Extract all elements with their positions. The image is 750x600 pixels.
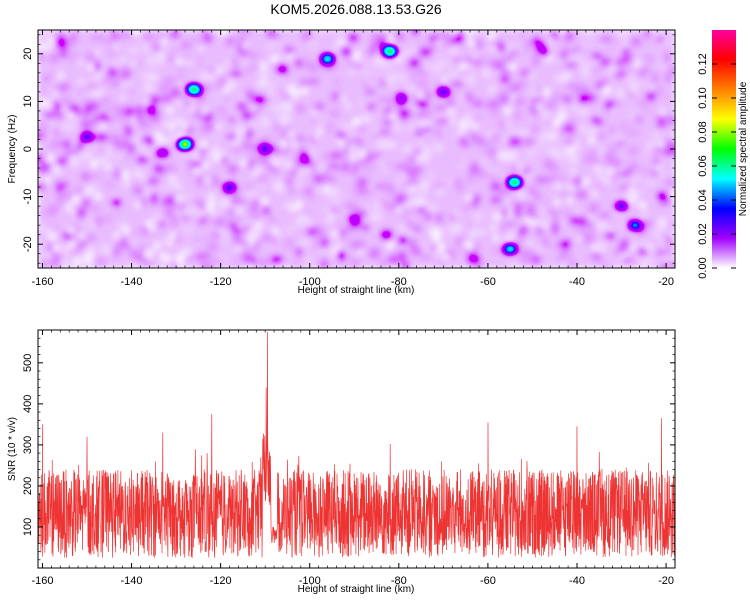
figure-title: KOM5.2026.088.13.53.G26 bbox=[270, 1, 441, 17]
spectrogram-ytick-label: 20 bbox=[22, 48, 34, 60]
spectrogram-image bbox=[38, 30, 675, 268]
colorbar-tick-label: 0.12 bbox=[697, 53, 709, 74]
spectrogram-xtick-label: -20 bbox=[658, 276, 674, 288]
snr-xtick-label: -80 bbox=[391, 575, 407, 587]
spectrogram-blobs bbox=[38, 30, 675, 268]
snr-series-line bbox=[38, 332, 675, 558]
spectrogram-ylabel: Frequency (Hz) bbox=[7, 115, 18, 184]
spectrogram-ytick-label: -10 bbox=[22, 189, 34, 205]
colorbar-gradient bbox=[712, 30, 736, 268]
snr-ytick-label: 500 bbox=[22, 354, 34, 372]
spectrogram-xlabel: Height of straight line (km) bbox=[298, 285, 415, 296]
snr-ytick-label: 400 bbox=[22, 395, 34, 413]
snr-xtick-label: -140 bbox=[121, 575, 143, 587]
spectrogram-panel: -160 -140 -120 -100 -80 -60 -40 -20-20-1001020 … bbox=[7, 29, 676, 296]
spectrogram-ytick-label: 0 bbox=[22, 146, 34, 152]
colorbar-tick-label: 0.02 bbox=[697, 223, 709, 244]
colorbar-tick-label: 0.06 bbox=[697, 155, 709, 176]
spectrogram-xtick-label: -160 bbox=[31, 276, 53, 288]
spectrogram-xtick-label: -100 bbox=[299, 276, 321, 288]
colorbar-label: Normalized spectral amplitude bbox=[738, 81, 749, 216]
snr-ytick-label: 300 bbox=[22, 436, 34, 454]
snr-frame bbox=[37, 329, 676, 569]
spectrogram-xtick-label: -60 bbox=[480, 276, 496, 288]
spectrogram-ytick-label: -20 bbox=[22, 236, 34, 252]
snr-ytick-label: 200 bbox=[22, 477, 34, 495]
colorbar-tick-label: 0.00 bbox=[697, 257, 709, 278]
snr-xtick-label: -120 bbox=[210, 575, 232, 587]
snr-xtick-label: -40 bbox=[569, 575, 585, 587]
colorbar: 0.00 0.02 0.04 0.06 0.08 0.10 0.12 Normalized … bbox=[697, 30, 749, 279]
spectrogram-xtick-label: -40 bbox=[569, 276, 585, 288]
spectrogram-xtick-label: -80 bbox=[391, 276, 407, 288]
colorbar-ticks: 0.00 0.02 0.04 0.06 0.08 0.10 0.12 bbox=[697, 53, 736, 279]
spectrogram-xtick-label: -140 bbox=[121, 276, 143, 288]
colorbar-tick-label: 0.10 bbox=[697, 87, 709, 108]
snr-ticks: -160 -140 -120 -100 -80 -60 -40 -20 100 200 300 400… bbox=[22, 329, 675, 587]
snr-xlabel: Height of straight line (km) bbox=[298, 584, 415, 595]
snr-xtick-label: -20 bbox=[658, 575, 674, 587]
spectrogram-xtick-label: -120 bbox=[210, 276, 232, 288]
colorbar-tick-label: 0.08 bbox=[697, 121, 709, 142]
colorbar-tick-label: 0.04 bbox=[697, 189, 709, 210]
snr-ylabel: SNR (10 * v/v) bbox=[7, 417, 18, 481]
snr-xtick-label: -60 bbox=[480, 575, 496, 587]
snr-ytick-label: 100 bbox=[22, 518, 34, 536]
snr-xtick-label: -100 bbox=[299, 575, 321, 587]
snr-panel: -160 -140 -120 -100 -80 -60 -40 -20 100 200 300 400… bbox=[7, 329, 676, 595]
spectrogram-ytick-label: 10 bbox=[22, 95, 34, 107]
snr-xtick-label: -160 bbox=[31, 575, 53, 587]
